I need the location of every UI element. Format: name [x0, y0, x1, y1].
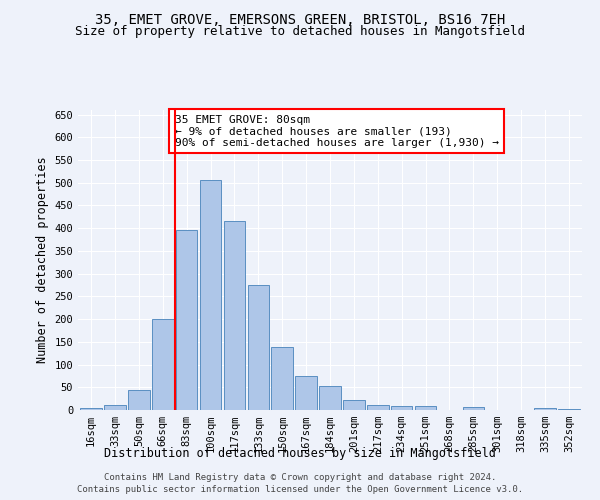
- Text: Distribution of detached houses by size in Mangotsfield: Distribution of detached houses by size …: [104, 448, 496, 460]
- Bar: [104, 406, 126, 410]
- Bar: [319, 386, 341, 410]
- Bar: [80, 408, 102, 410]
- Bar: [224, 222, 245, 410]
- Bar: [367, 404, 389, 410]
- Bar: [295, 376, 317, 410]
- Bar: [343, 400, 365, 410]
- Text: 35, EMET GROVE, EMERSONS GREEN, BRISTOL, BS16 7EH: 35, EMET GROVE, EMERSONS GREEN, BRISTOL,…: [95, 12, 505, 26]
- Bar: [463, 408, 484, 410]
- Bar: [128, 390, 149, 410]
- Bar: [534, 408, 556, 410]
- Text: Size of property relative to detached houses in Mangotsfield: Size of property relative to detached ho…: [75, 25, 525, 38]
- Bar: [200, 180, 221, 410]
- Bar: [248, 285, 269, 410]
- Bar: [152, 319, 173, 410]
- Text: Contains public sector information licensed under the Open Government Licence v3: Contains public sector information licen…: [77, 485, 523, 494]
- Text: Contains HM Land Registry data © Crown copyright and database right 2024.: Contains HM Land Registry data © Crown c…: [104, 472, 496, 482]
- Y-axis label: Number of detached properties: Number of detached properties: [36, 156, 49, 364]
- Bar: [415, 406, 436, 410]
- Bar: [558, 408, 580, 410]
- Bar: [176, 230, 197, 410]
- Bar: [271, 348, 293, 410]
- Bar: [391, 406, 412, 410]
- Text: 35 EMET GROVE: 80sqm
← 9% of detached houses are smaller (193)
90% of semi-detac: 35 EMET GROVE: 80sqm ← 9% of detached ho…: [175, 114, 499, 148]
